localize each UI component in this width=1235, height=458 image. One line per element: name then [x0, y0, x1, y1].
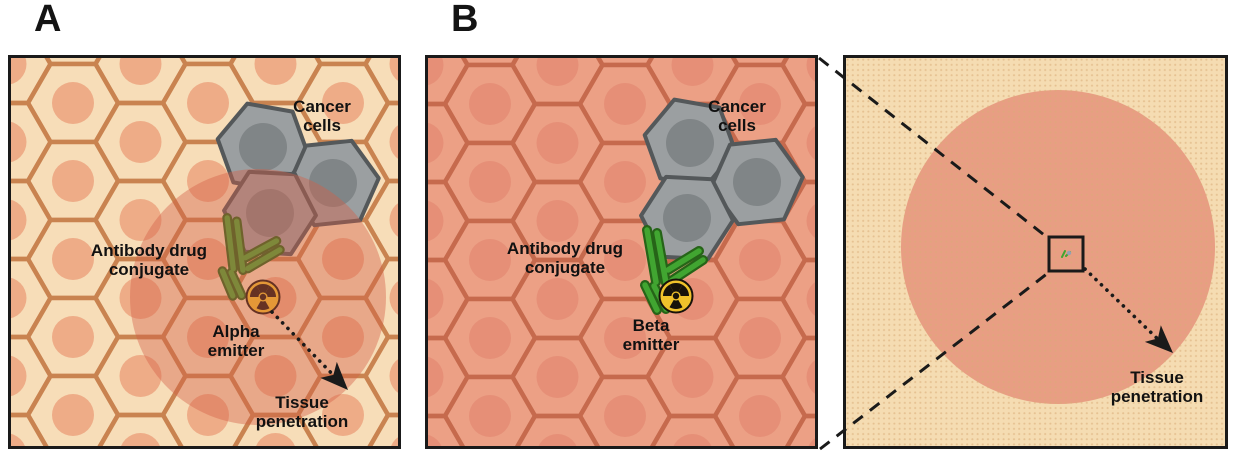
tissue-penetration-label: Tissue penetration	[1110, 367, 1204, 406]
radiation-trefoil-icon	[660, 280, 693, 313]
panel-zoom-out-penetration: Tissue penetration	[843, 55, 1228, 449]
panel-b-beta-emitter: Cancer cells Antibody drug conjugate Bet…	[425, 55, 818, 449]
panel-a-alpha-emitter: Cancer cells Antibody drug conjugate Alp…	[8, 55, 401, 449]
dotted-arrow-icon	[270, 310, 357, 398]
antibody-drug-conjugate-label: Antibody drug conjugate	[506, 238, 624, 277]
beta-emitter-label: Beta emitter	[622, 315, 680, 354]
antibody-drug-conjugate-label: Antibody drug conjugate	[90, 240, 208, 279]
irradiated-tissue-background	[428, 58, 815, 446]
panel-b-canvas	[428, 58, 815, 446]
panel-a-letter: A	[34, 0, 62, 40]
dotted-arrow-icon	[1083, 267, 1181, 362]
panel-a-canvas	[11, 58, 398, 446]
alpha-penetration-radius-circle	[130, 169, 386, 425]
cancer-cells-label: Cancer cells	[293, 96, 351, 135]
zoom-inset-square	[1047, 235, 1085, 273]
cancer-cells-label: Cancer cells	[708, 96, 766, 135]
panel-b-letter: B	[451, 0, 479, 40]
tiny-adc-speck	[1061, 250, 1072, 258]
tissue-penetration-label: Tissue penetration	[255, 392, 349, 431]
alpha-emitter-label: Alpha emitter	[207, 321, 265, 360]
